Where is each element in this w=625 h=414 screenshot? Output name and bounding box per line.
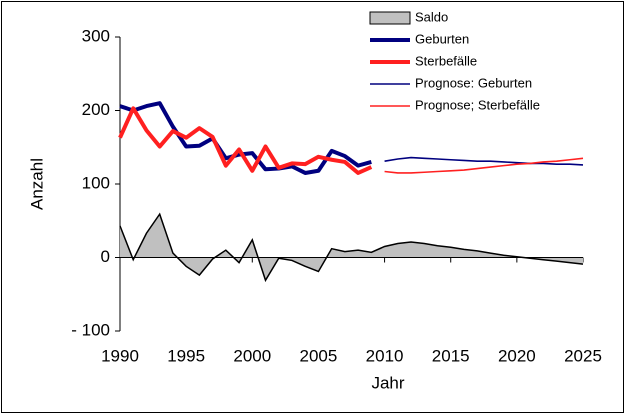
legend-label: Sterbefälle [415, 53, 477, 68]
y-tick-label: 0 [101, 247, 110, 266]
legend-box [360, 6, 600, 128]
area-outline [119, 212, 584, 283]
line [119, 101, 372, 175]
legend-label: Prognose; Sterbefälle [415, 97, 540, 112]
x-tick-label: 2005 [300, 346, 338, 365]
x-tick-label: 2020 [498, 346, 536, 365]
x-tick-label: 2015 [432, 346, 470, 365]
y-tick-label: 200 [82, 100, 110, 119]
line [384, 157, 584, 174]
x-tick-label: 1995 [167, 346, 205, 365]
legend-swatch [369, 11, 411, 25]
y-axis-label: Anzahl [27, 158, 46, 210]
line [118, 106, 373, 175]
y-tick-label: 100 [82, 173, 110, 192]
x-axis-label: Jahr [371, 373, 404, 392]
legend-label: Saldo [415, 9, 448, 24]
x-tick-label: 2010 [366, 346, 404, 365]
legend-label: Geburten [415, 31, 469, 46]
legend-label: Prognose: Geburten [415, 75, 532, 90]
legend: Saldo Geburten Sterbefälle Prognose: Geburt… [360, 6, 600, 128]
x-tick-label: 1990 [101, 346, 139, 365]
y-tick-label: 300 [82, 26, 110, 45]
y-tick-label: - 100 [71, 320, 110, 339]
line [384, 156, 584, 166]
x-tick-label: 2000 [233, 346, 271, 365]
x-tick-label: 2025 [564, 346, 602, 365]
